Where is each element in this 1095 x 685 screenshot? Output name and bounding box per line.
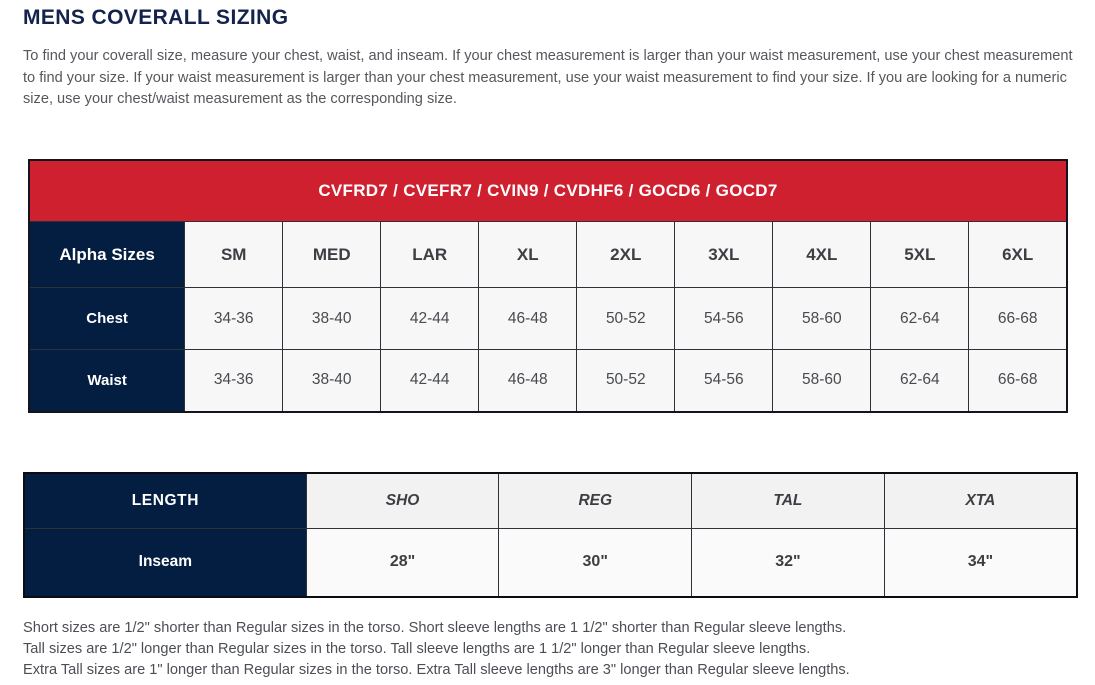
length-column-header-reg: REG (498, 472, 693, 529)
size-column-header-2xl: 2XL (576, 221, 676, 288)
waist-row-label: Waist (28, 349, 186, 412)
size-column-header-lar: LAR (380, 221, 480, 288)
chest-row-label: Chest (28, 287, 186, 350)
product-codes-banner: CVFRD7 / CVEFR7 / CVIN9 / CVDHF6 / GOCD6… (28, 159, 1068, 222)
length-column-header-xta: XTA (883, 472, 1078, 529)
size-column-header-6xl: 6XL (968, 221, 1068, 288)
coverall-size-table: CVFRD7 / CVEFR7 / CVIN9 / CVDHF6 / GOCD6… (28, 158, 1068, 413)
waist-value: 50-52 (576, 349, 676, 412)
waist-row: Waist 34-36 38-40 42-44 46-48 50-52 54-5… (28, 349, 1068, 412)
inseam-row-label: Inseam (23, 528, 307, 597)
waist-value: 34-36 (184, 349, 284, 412)
waist-value: 54-56 (674, 349, 774, 412)
waist-value: 66-68 (968, 349, 1068, 412)
chest-value: 58-60 (772, 287, 872, 350)
length-column-header-sho: SHO (305, 472, 500, 529)
page-title: MENS COVERALL SIZING (23, 6, 289, 29)
waist-value: 62-64 (870, 349, 970, 412)
chest-value: 42-44 (380, 287, 480, 350)
inseam-value: 34" (883, 528, 1078, 597)
chest-value: 66-68 (968, 287, 1068, 350)
note-tall-sizes: Tall sizes are 1/2" longer than Regular … (23, 640, 811, 657)
size-column-header-5xl: 5XL (870, 221, 970, 288)
sizing-notes: Short sizes are 1/2" shorter than Regula… (23, 618, 1078, 681)
waist-value: 58-60 (772, 349, 872, 412)
length-size-table: LENGTH SHO REG TAL XTA Inseam 28" 30" 32… (23, 471, 1078, 598)
size-column-header-med: MED (282, 221, 382, 288)
size-column-header-4xl: 4XL (772, 221, 872, 288)
size-column-header-3xl: 3XL (674, 221, 774, 288)
table-row: CVFRD7 / CVEFR7 / CVIN9 / CVDHF6 / GOCD6… (28, 159, 1068, 222)
note-extra-tall-sizes: Extra Tall sizes are 1" longer than Regu… (23, 661, 850, 678)
chest-value: 34-36 (184, 287, 284, 350)
chest-value: 50-52 (576, 287, 676, 350)
size-column-header-xl: XL (478, 221, 578, 288)
chest-value: 62-64 (870, 287, 970, 350)
size-column-header-sm: SM (184, 221, 284, 288)
waist-value: 42-44 (380, 349, 480, 412)
note-short-sizes: Short sizes are 1/2" shorter than Regula… (23, 619, 847, 636)
alpha-sizes-header: Alpha Sizes (28, 221, 186, 288)
inseam-value: 28" (305, 528, 500, 597)
length-column-header-tal: TAL (691, 472, 885, 529)
intro-paragraph: To find your coverall size, measure your… (23, 48, 1073, 107)
inseam-row: Inseam 28" 30" 32" 34" (23, 528, 1078, 597)
waist-value: 38-40 (282, 349, 382, 412)
inseam-value: 32" (691, 528, 885, 597)
chest-value: 38-40 (282, 287, 382, 350)
inseam-value: 30" (498, 528, 693, 597)
waist-value: 46-48 (478, 349, 578, 412)
chest-row: Chest 34-36 38-40 42-44 46-48 50-52 54-5… (28, 287, 1068, 350)
table-row: LENGTH SHO REG TAL XTA (23, 472, 1078, 529)
chest-value: 46-48 (478, 287, 578, 350)
chest-value: 54-56 (674, 287, 774, 350)
length-header: LENGTH (23, 472, 307, 529)
table-row: Alpha Sizes SM MED LAR XL 2XL 3XL 4XL 5X… (28, 221, 1068, 288)
